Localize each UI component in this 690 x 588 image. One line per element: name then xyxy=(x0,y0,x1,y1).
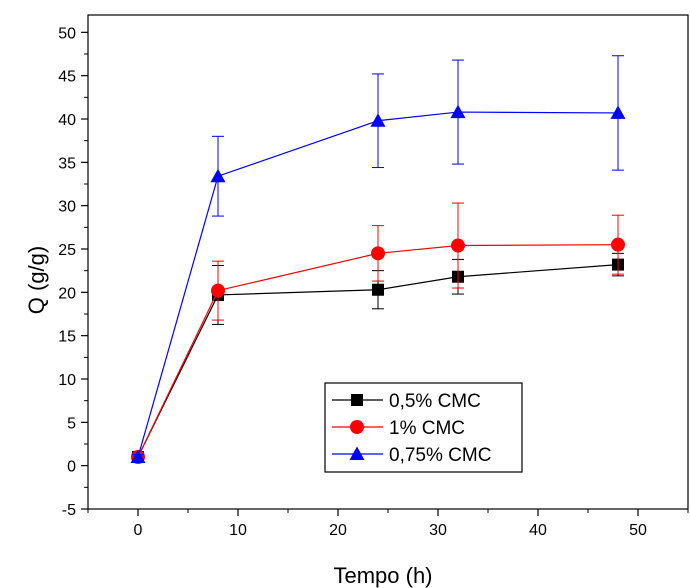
data-point xyxy=(371,246,385,261)
x-tick-label: 20 xyxy=(329,522,347,539)
data-point xyxy=(211,283,225,298)
y-tick-label: 25 xyxy=(58,242,76,259)
data-point xyxy=(372,283,384,296)
series-2 xyxy=(130,55,626,463)
data-point xyxy=(451,238,465,253)
data-point xyxy=(610,105,626,119)
legend: 0,5% CMC 1% CMC 0,75% CMC xyxy=(324,382,523,473)
x-tick-label: 0 xyxy=(134,522,143,539)
y-tick-label: 35 xyxy=(58,155,76,172)
y-tick-label: 30 xyxy=(58,199,76,216)
data-point xyxy=(370,113,386,127)
x-tick-label: 50 xyxy=(629,522,647,539)
y-tick-label: 50 xyxy=(58,25,76,42)
legend-label: 0,75% CMC xyxy=(389,445,491,466)
legend-label: 0,5% CMC xyxy=(389,391,481,412)
ticks: 0 10 20 30 40 50 -5 0 5 10 15 20 25 30 35 40 45 50 xyxy=(58,25,689,539)
y-tick-label: 0 xyxy=(67,459,76,476)
x-axis-title: Tempo (h) xyxy=(333,563,432,588)
data-point xyxy=(210,168,226,183)
legend-marker xyxy=(350,420,364,434)
data-point xyxy=(611,237,625,252)
y-tick-label: 5 xyxy=(67,415,76,432)
y-tick-label: 45 xyxy=(58,69,76,86)
series xyxy=(130,55,626,464)
y-tick-label: 40 xyxy=(58,112,76,129)
x-tick-label: 40 xyxy=(529,522,547,539)
y-tick-label: -5 xyxy=(62,502,76,519)
y-tick-label: 10 xyxy=(58,372,76,389)
x-tick-label: 10 xyxy=(229,522,247,539)
legend-marker xyxy=(349,446,365,460)
y-tick-label: 20 xyxy=(58,285,76,302)
legend-marker xyxy=(351,394,363,406)
series-1 xyxy=(131,202,625,464)
legend-label: 1% CMC xyxy=(389,418,465,439)
data-point xyxy=(130,449,146,463)
y-tick-label: 15 xyxy=(58,329,76,346)
series-0 xyxy=(132,252,624,463)
data-point xyxy=(450,104,466,119)
x-tick-label: 30 xyxy=(429,522,447,539)
y-axis-title: Q (g/g) xyxy=(24,246,49,314)
